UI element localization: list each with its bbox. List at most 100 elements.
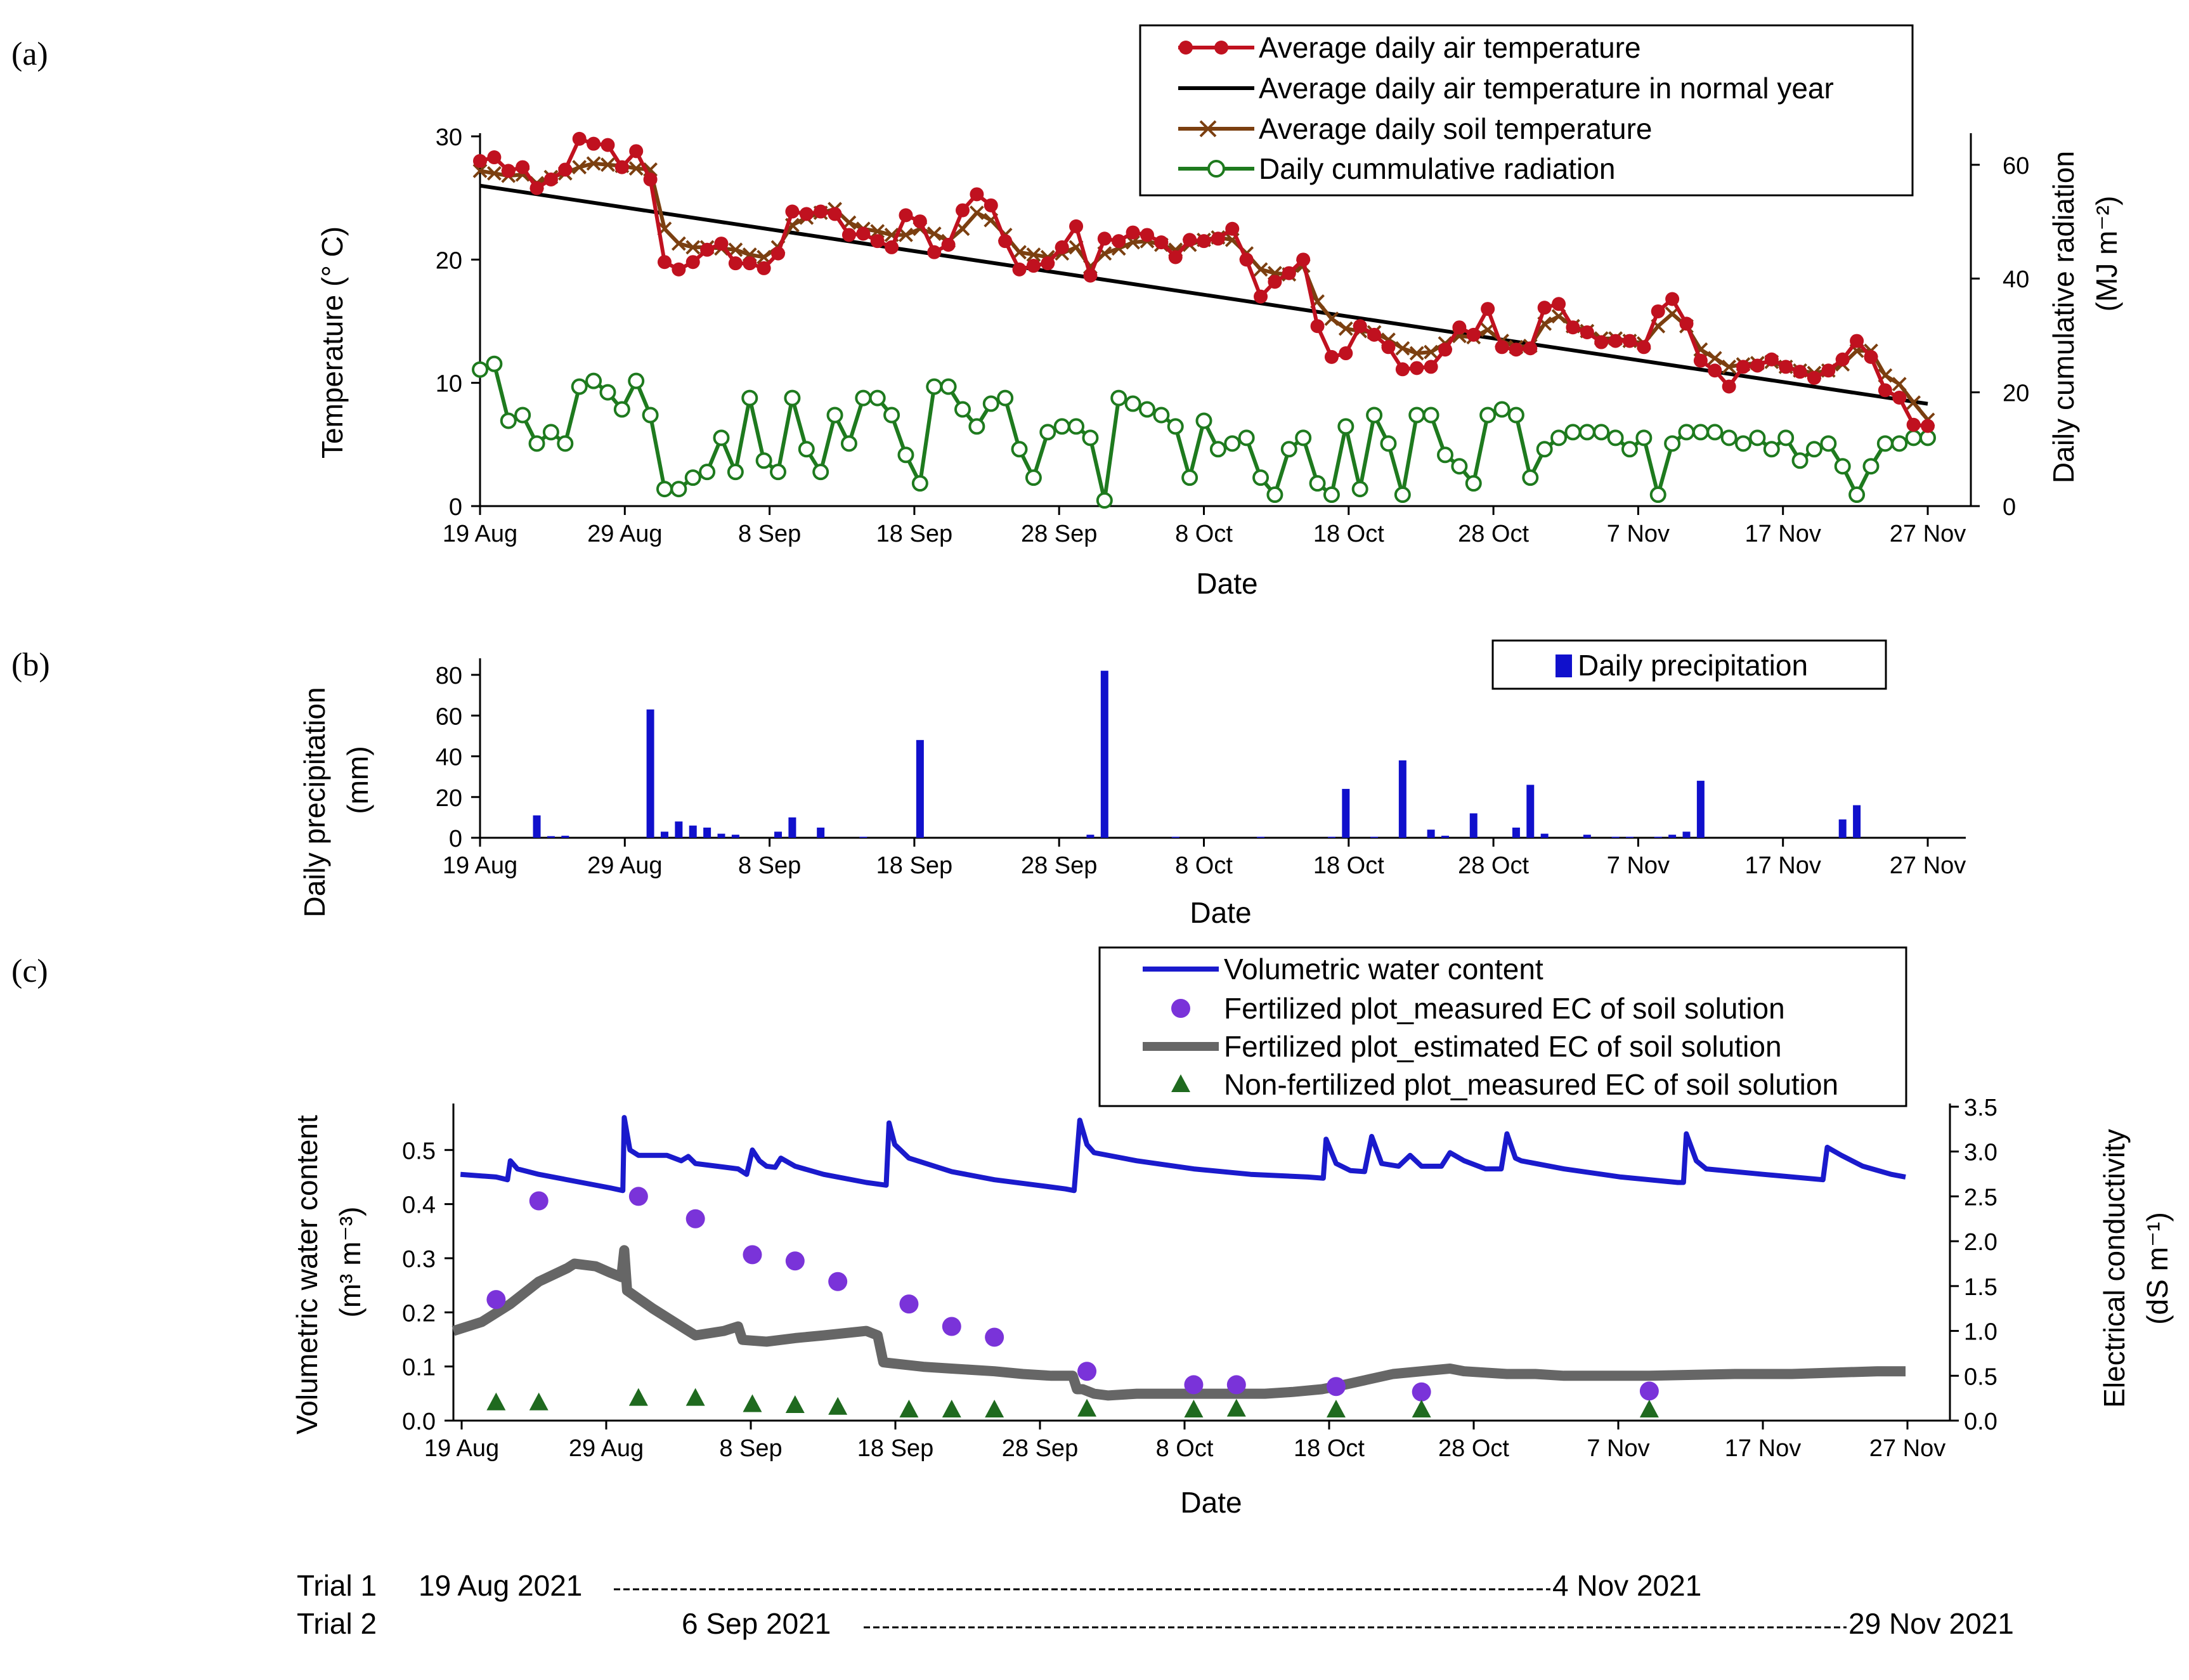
air-temp-point bbox=[998, 234, 1013, 249]
precip-bar bbox=[1625, 837, 1634, 838]
y2-tick-label: 40 bbox=[2003, 266, 2029, 293]
air-temp-point bbox=[1069, 219, 1084, 233]
air-temp-point bbox=[672, 262, 686, 277]
y-tick-label: 60 bbox=[436, 703, 462, 730]
y2-tick-label: 3.5 bbox=[1964, 1095, 1997, 1121]
y-axis-title: Temperature (° C) bbox=[316, 226, 349, 459]
y-tick-label: 20 bbox=[436, 247, 462, 274]
air-temp-point bbox=[970, 187, 984, 202]
legend-b: Daily precipitation bbox=[1491, 639, 1887, 690]
air-temp-point bbox=[1296, 252, 1311, 267]
radiation-point bbox=[1891, 435, 1908, 452]
x-tick-label: 8 Oct bbox=[1156, 1435, 1214, 1462]
legend-label: Average daily air temperature bbox=[1259, 31, 1641, 64]
precip-bar bbox=[1526, 785, 1535, 838]
air-temp-point bbox=[1892, 390, 1907, 405]
fertilized-ec-point bbox=[1326, 1377, 1346, 1397]
radiation-point bbox=[727, 464, 744, 481]
legend-label: Average daily air temperature in normal … bbox=[1259, 72, 1834, 105]
non-fertilized-ec-point bbox=[685, 1388, 705, 1406]
radiation-point bbox=[812, 464, 829, 481]
legend-non-fertilized-swatch bbox=[1171, 1074, 1190, 1092]
air-temp-point bbox=[1779, 360, 1793, 374]
air-temp-point bbox=[1438, 342, 1452, 357]
trial-2-start: 6 Sep 2021 bbox=[682, 1607, 831, 1640]
series-estimated-ec-line bbox=[451, 1245, 1906, 1401]
legend-label: Fertilized plot_estimated EC of soil sol… bbox=[1224, 1030, 1782, 1063]
legend-item: Average daily air temperature bbox=[1178, 31, 1641, 64]
air-temp-point bbox=[1183, 233, 1197, 247]
soil-temp-point bbox=[486, 166, 502, 181]
x-tick-label: 29 Aug bbox=[587, 521, 662, 547]
precip-bar bbox=[1100, 670, 1108, 838]
legend-box bbox=[1139, 24, 1914, 197]
x-tick-label: 27 Nov bbox=[1890, 852, 1966, 879]
legend-c: Volumetric water content Fertilized plot_… bbox=[1098, 946, 1907, 1107]
soil-temp-point bbox=[1126, 235, 1141, 250]
soil-temp-point bbox=[586, 156, 601, 171]
y2-tick-label: 20 bbox=[2003, 381, 2029, 407]
fertilized-ec-point bbox=[985, 1327, 1004, 1347]
radiation-point bbox=[500, 412, 517, 429]
air-temp-point bbox=[1268, 275, 1282, 289]
air-temp-point bbox=[643, 173, 658, 187]
radiation-point bbox=[528, 435, 545, 452]
soil-temp-point bbox=[969, 205, 984, 220]
soil-temp-point bbox=[1707, 351, 1722, 366]
soil-temp-point bbox=[1012, 245, 1027, 260]
y2-tick-label: 60 bbox=[2003, 153, 2029, 179]
air-temp-point bbox=[700, 242, 715, 257]
x-tick-label: 28 Sep bbox=[1021, 521, 1097, 547]
y2-axis-title: Daily cumulative radiation bbox=[2047, 151, 2080, 483]
precip-bar bbox=[717, 833, 725, 838]
radiation-point bbox=[1522, 469, 1539, 486]
radiation-point bbox=[1536, 441, 1553, 458]
x-tick-label: 18 Sep bbox=[876, 852, 952, 879]
radiation-point bbox=[684, 469, 701, 486]
legend-item: Average daily soil temperature bbox=[1178, 112, 1652, 145]
x-tick-label: 29 Aug bbox=[587, 852, 662, 879]
non-fertilized-ec-point bbox=[1184, 1400, 1204, 1418]
radiation-point bbox=[1550, 429, 1568, 446]
y2-tick-label: 3.0 bbox=[1964, 1140, 1997, 1166]
radiation-point bbox=[1039, 424, 1056, 441]
radiation-point bbox=[1649, 486, 1666, 504]
air-temp-point bbox=[1239, 252, 1254, 267]
radiation-point bbox=[1167, 418, 1184, 435]
radiation-point bbox=[1820, 435, 1837, 452]
radiation-point bbox=[855, 389, 872, 407]
radiation-point bbox=[1862, 458, 1880, 475]
air-temp-point bbox=[1708, 363, 1722, 378]
air-temp-point bbox=[1310, 319, 1325, 334]
air-temp-point bbox=[1807, 370, 1821, 385]
radiation-point bbox=[840, 435, 857, 452]
non-fertilized-ec-point bbox=[743, 1394, 762, 1412]
air-temp-point bbox=[1041, 256, 1055, 271]
precip-bar bbox=[1512, 827, 1520, 838]
air-temp-point bbox=[1012, 262, 1027, 277]
radiation-point bbox=[1124, 395, 1141, 412]
precip-bar bbox=[774, 831, 783, 838]
x-tick-label: 7 Nov bbox=[1607, 521, 1670, 547]
air-temp-point bbox=[1594, 335, 1609, 349]
air-temp-point bbox=[1722, 379, 1736, 394]
y2-tick-label: 1.5 bbox=[1964, 1274, 1997, 1301]
y-tick-label: 0 bbox=[449, 494, 462, 521]
radiation-point bbox=[699, 464, 716, 481]
y-axis-unit: (mm) bbox=[341, 746, 374, 814]
soil-temp-point bbox=[685, 240, 701, 255]
x-tick-label: 7 Nov bbox=[1607, 852, 1670, 879]
x-axis-title: Date bbox=[1190, 896, 1251, 929]
radiation-point bbox=[1621, 441, 1638, 458]
radiation-point bbox=[826, 407, 843, 424]
trial-1-name: Trial 1 bbox=[297, 1569, 377, 1602]
air-temp-point bbox=[1254, 289, 1268, 304]
radiation-point bbox=[911, 475, 928, 492]
air-temp-point bbox=[1835, 352, 1850, 367]
fertilized-ec-point bbox=[1184, 1375, 1204, 1395]
x-tick-label: 28 Oct bbox=[1458, 852, 1529, 879]
series-vwc-line bbox=[460, 1115, 1906, 1194]
radiation-point bbox=[1252, 469, 1270, 486]
air-temp-point bbox=[572, 131, 587, 146]
